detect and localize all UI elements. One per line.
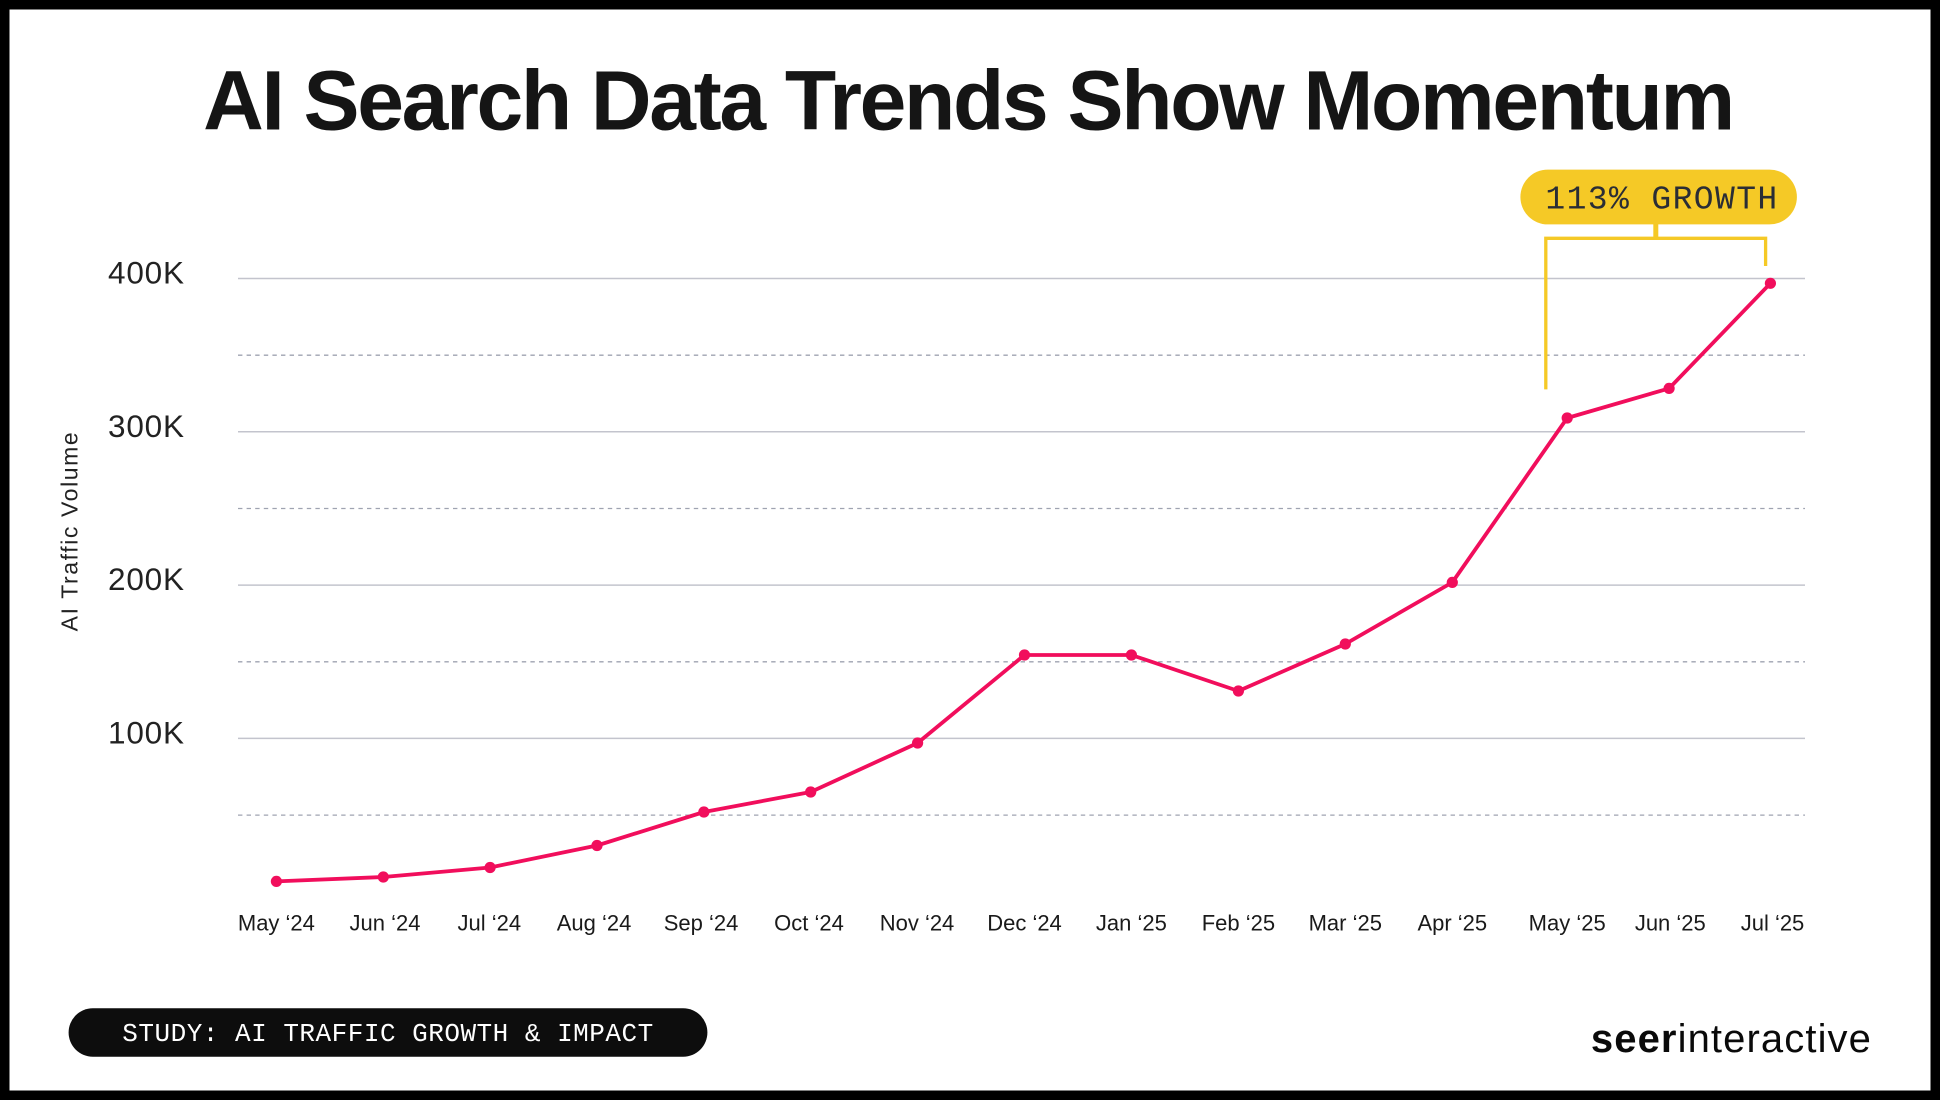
svg-text:300K: 300K (108, 408, 185, 444)
svg-text:113% GROWTH: 113% GROWTH (1545, 182, 1778, 219)
svg-text:Mar ‘25: Mar ‘25 (1309, 911, 1382, 936)
svg-text:Sep ‘24: Sep ‘24 (664, 911, 739, 936)
svg-text:Feb ‘25: Feb ‘25 (1202, 911, 1275, 936)
svg-text:200K: 200K (108, 561, 185, 597)
svg-text:Apr ‘25: Apr ‘25 (1417, 911, 1487, 936)
svg-text:Jun ‘25: Jun ‘25 (1635, 911, 1706, 936)
svg-text:Jan ‘25: Jan ‘25 (1096, 911, 1167, 936)
svg-text:Nov ‘24: Nov ‘24 (880, 911, 955, 936)
svg-text:Dec ‘24: Dec ‘24 (987, 911, 1062, 936)
svg-text:400K: 400K (108, 255, 185, 291)
svg-text:Jun ‘24: Jun ‘24 (350, 911, 421, 936)
svg-text:Aug ‘24: Aug ‘24 (557, 911, 632, 936)
svg-text:AI Traffic Volume: AI Traffic Volume (57, 431, 83, 632)
svg-text:100K: 100K (108, 714, 185, 750)
svg-text:seerinteractive: seerinteractive (1591, 1017, 1872, 1061)
svg-text:Jul ‘24: Jul ‘24 (458, 911, 522, 936)
svg-text:Jul ‘25: Jul ‘25 (1741, 911, 1805, 936)
svg-text:Oct ‘24: Oct ‘24 (774, 911, 844, 936)
svg-text:May ‘25: May ‘25 (1529, 911, 1606, 936)
svg-text:AI Search Data Trends Show Mom: AI Search Data Trends Show Momentum (203, 54, 1733, 148)
svg-text:STUDY: AI TRAFFIC GROWTH & IMP: STUDY: AI TRAFFIC GROWTH & IMPACT (122, 1019, 653, 1049)
svg-text:May ‘24: May ‘24 (238, 911, 315, 936)
